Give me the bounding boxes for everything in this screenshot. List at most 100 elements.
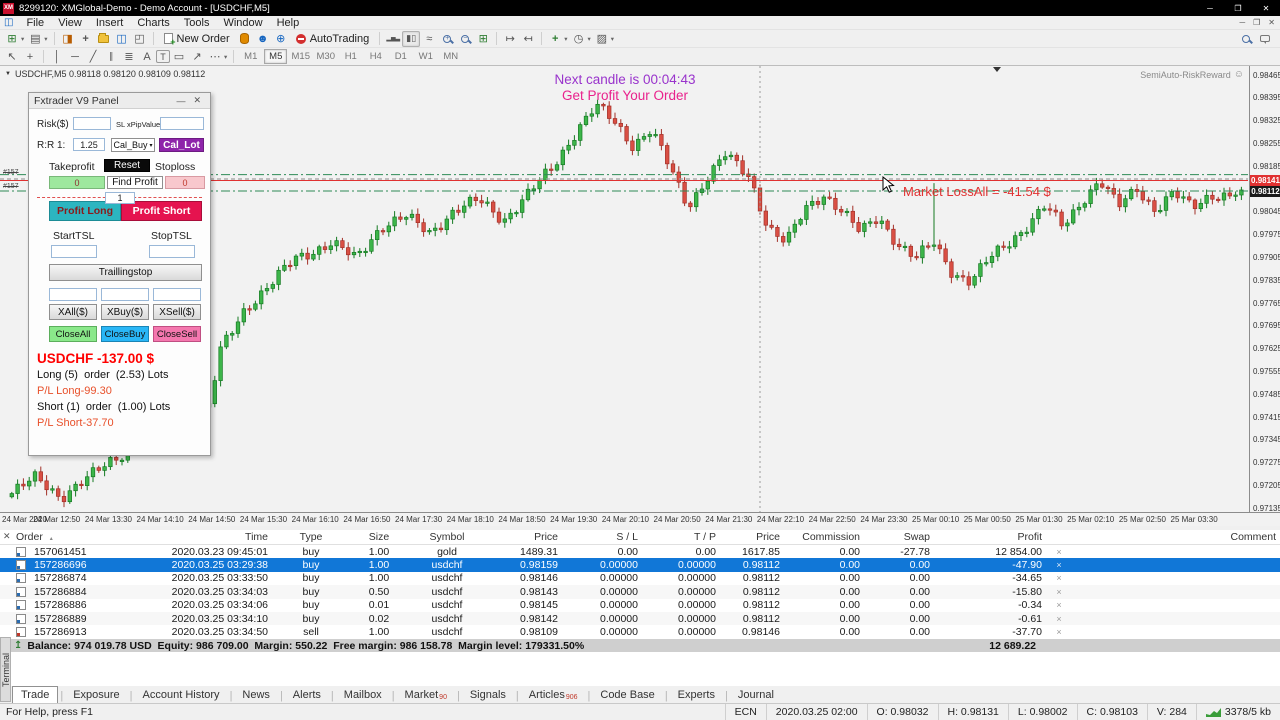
fibonacci-icon[interactable]: ≣ [124, 51, 134, 63]
tab-articles[interactable]: Articles 906 [521, 688, 586, 703]
column-header-Price[interactable]: Price [756, 531, 780, 543]
mdi-close-icon[interactable]: ✕ [1268, 18, 1275, 27]
cal-buy-dropdown[interactable]: Cal_Buy ▾ [111, 138, 155, 152]
column-header-Profit[interactable]: Profit [1017, 531, 1042, 543]
rr-input[interactable] [73, 138, 105, 151]
mdi-restore-icon[interactable]: ❐ [1253, 18, 1261, 27]
text-icon[interactable]: A [143, 50, 151, 63]
bar-chart-icon[interactable]: ▂▅▃ [386, 36, 401, 42]
find-profit-button[interactable]: Find Profit [107, 176, 163, 189]
column-header-Price[interactable]: Price [534, 531, 558, 543]
mdi-minimize-icon[interactable]: ─ [1239, 18, 1246, 27]
tab-news[interactable]: News [234, 688, 278, 703]
xsell-input[interactable] [153, 288, 201, 301]
menu-view[interactable]: View [58, 16, 82, 29]
menu-charts[interactable]: Charts [137, 16, 170, 29]
ea-smiley-icon[interactable]: ☺ [1233, 69, 1244, 80]
takeprofit-value[interactable]: 0 [49, 176, 105, 189]
table-row[interactable]: 157061451 2020.03.23 09:45:01 buy 1.00 gold 1… [0, 545, 1280, 558]
menu-file[interactable]: File [26, 16, 45, 29]
close-position-button[interactable]: × [1056, 546, 1062, 557]
xsell-button[interactable]: XSell($) [153, 304, 201, 320]
timeframe-m5[interactable]: M5 [264, 49, 288, 64]
close-position-button[interactable]: × [1056, 627, 1062, 638]
menu-insert[interactable]: Insert [95, 16, 124, 29]
cursor-icon[interactable]: ↖ [7, 51, 17, 63]
web-terminal-icon[interactable]: ⊕ [276, 33, 286, 45]
column-header-Symbol[interactable]: Symbol [429, 531, 465, 543]
column-header-Commission[interactable]: Commission [802, 531, 860, 543]
tab-mailbox[interactable]: Mailbox [336, 688, 390, 703]
history-center-icon[interactable] [236, 31, 254, 47]
candlestick-chart-icon[interactable]: ▮▯ [402, 30, 421, 47]
risk-input[interactable] [73, 117, 111, 130]
chart-area[interactable]: 0.98465 0.98395 0.98325 0.98255 0.98185 0.981… [0, 66, 1280, 513]
table-row[interactable]: 157286874 2020.03.25 03:33:50 buy 1.00 usdch… [0, 572, 1280, 585]
panel-titlebar[interactable]: Fxtrader V9 Panel — ✕ [29, 93, 210, 109]
zoom-in-icon[interactable]: + [443, 34, 452, 43]
reset-button[interactable]: Reset [104, 159, 150, 172]
templates-icon[interactable]: ▨ [596, 33, 607, 45]
menu-tools[interactable]: Tools [183, 16, 210, 29]
indicators-icon[interactable]: + [552, 32, 559, 45]
column-header-S / L[interactable]: S / L [616, 531, 638, 543]
symbols-icon[interactable]: ◨ [62, 33, 73, 45]
profiles-icon[interactable]: ▤ [30, 33, 41, 45]
shapes-more-icon[interactable]: ⋯ [209, 51, 221, 63]
table-row[interactable]: 157286889 2020.03.25 03:34:10 buy 0.02 usdch… [0, 611, 1280, 626]
timeframe-w1[interactable]: W1 [418, 51, 433, 62]
timeframe-h1[interactable]: H1 [344, 51, 357, 62]
stoploss-value[interactable]: 0 [165, 176, 205, 189]
maximize-window-icon[interactable]: ❐ [1234, 3, 1242, 13]
xbuy-input[interactable] [101, 288, 149, 301]
panel-minimize-icon[interactable]: — [176, 95, 186, 106]
vertical-line-icon[interactable]: │ [53, 50, 61, 63]
price-axis[interactable]: 0.98465 0.98395 0.98325 0.98255 0.98185 0.981… [1249, 66, 1280, 513]
menu-window[interactable]: Window [223, 16, 263, 29]
stop-tsl-input[interactable] [149, 245, 195, 258]
xbuy-button[interactable]: XBuy($) [101, 304, 149, 320]
arrows-icon[interactable]: ↗ [192, 51, 202, 63]
data-window-icon[interactable]: ◰ [134, 33, 145, 45]
periods-icon[interactable]: ◷ [573, 33, 584, 45]
sl-xpipvalue-input[interactable] [160, 117, 204, 130]
trailingstop-button[interactable]: Traillingstop [49, 264, 202, 281]
one-click-arrow-icon[interactable]: ▼ [5, 71, 11, 77]
table-row[interactable]: 157286884 2020.03.25 03:34:03 buy 0.50 usdch… [0, 585, 1280, 599]
time-axis[interactable]: 24 Mar 2020 24 Mar 12:50 24 Mar 13:30 24 Ma… [0, 512, 1280, 526]
column-header-Size[interactable]: Size [368, 531, 390, 543]
timeframe-m30[interactable]: M30 [316, 51, 335, 62]
xall-input[interactable] [49, 288, 97, 301]
label-icon[interactable]: T [156, 50, 170, 63]
rectangle-icon[interactable]: ▭ [173, 51, 185, 63]
autotrading-button[interactable]: AutoTrading [290, 31, 376, 47]
column-header-Swap[interactable]: Swap [903, 531, 930, 543]
candlestick-plot[interactable] [0, 66, 1248, 512]
column-header-Time[interactable]: Time [245, 531, 268, 543]
table-row[interactable]: 157286886 2020.03.25 03:34:06 buy 0.01 usdch… [0, 599, 1280, 612]
close-position-button[interactable]: × [1056, 573, 1062, 584]
fxtrader-panel[interactable]: Fxtrader V9 Panel — ✕ Risk($) SL xPipVal… [28, 92, 211, 456]
tab-journal[interactable]: Journal [730, 688, 782, 703]
close-position-button[interactable]: × [1056, 600, 1062, 611]
crosshair-move-icon[interactable]: + [82, 32, 89, 45]
accounts-icon[interactable]: ☻ [256, 32, 269, 45]
tab-trade[interactable]: Trade [12, 686, 59, 703]
tile-windows-icon[interactable]: ⊞ [478, 33, 488, 45]
chart-shift-icon[interactable]: ↤ [523, 33, 533, 45]
zoom-out-icon[interactable]: − [461, 34, 470, 43]
profit-short-button[interactable]: Profit Short [121, 201, 202, 221]
tab-exposure[interactable]: Exposure [65, 688, 127, 703]
close-buy-button[interactable]: CloseBuy [101, 326, 149, 342]
timeframe-m15[interactable]: M15 [291, 51, 310, 62]
crosshair-icon[interactable]: + [26, 50, 34, 63]
close-position-button[interactable]: × [1056, 613, 1062, 624]
new-order-button[interactable]: New Order [158, 31, 236, 47]
table-row[interactable]: 157286696 2020.03.25 03:29:38 buy 1.00 usdch… [0, 558, 1280, 572]
xall-button[interactable]: XAll($) [49, 304, 97, 320]
search-icon[interactable] [1242, 34, 1250, 43]
market-watch-icon[interactable]: ◫ [116, 33, 127, 45]
panel-close-icon[interactable]: ✕ [193, 95, 201, 105]
tab-account-history[interactable]: Account History [135, 688, 228, 703]
orders-table-header[interactable]: Order ▴ Time Type Size Symbol Price S / L T / P… [0, 530, 1280, 545]
